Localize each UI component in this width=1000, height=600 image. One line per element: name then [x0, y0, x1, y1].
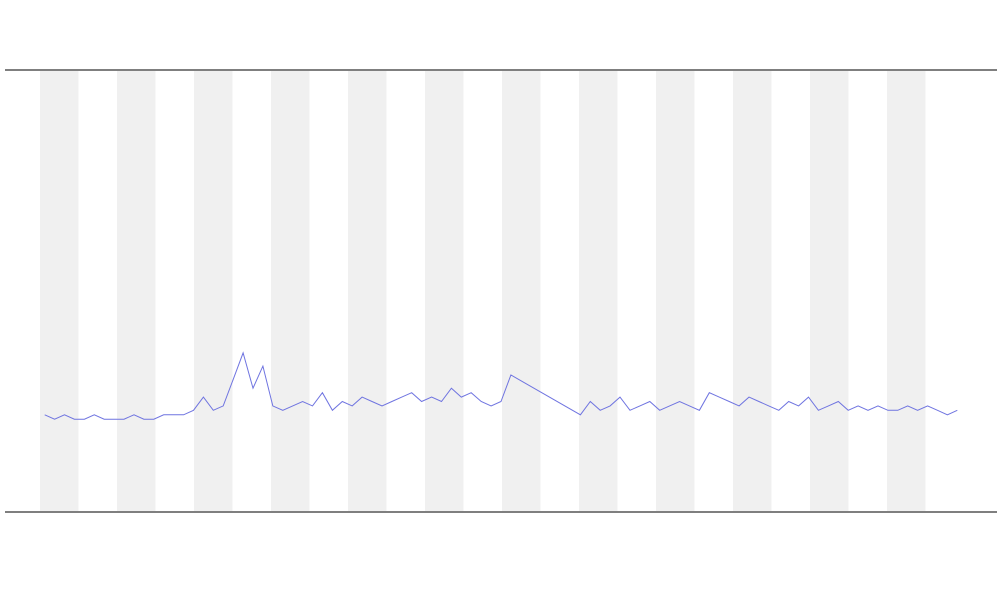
band	[425, 71, 464, 511]
band	[117, 71, 156, 511]
background-bands	[40, 71, 926, 511]
band	[502, 71, 541, 511]
band	[348, 71, 387, 511]
band	[271, 71, 310, 511]
band	[40, 71, 79, 511]
band	[194, 71, 233, 511]
band	[656, 71, 695, 511]
band	[733, 71, 772, 511]
band	[887, 71, 926, 511]
data-line	[44, 351, 958, 420]
band	[810, 71, 849, 511]
band	[579, 71, 618, 511]
